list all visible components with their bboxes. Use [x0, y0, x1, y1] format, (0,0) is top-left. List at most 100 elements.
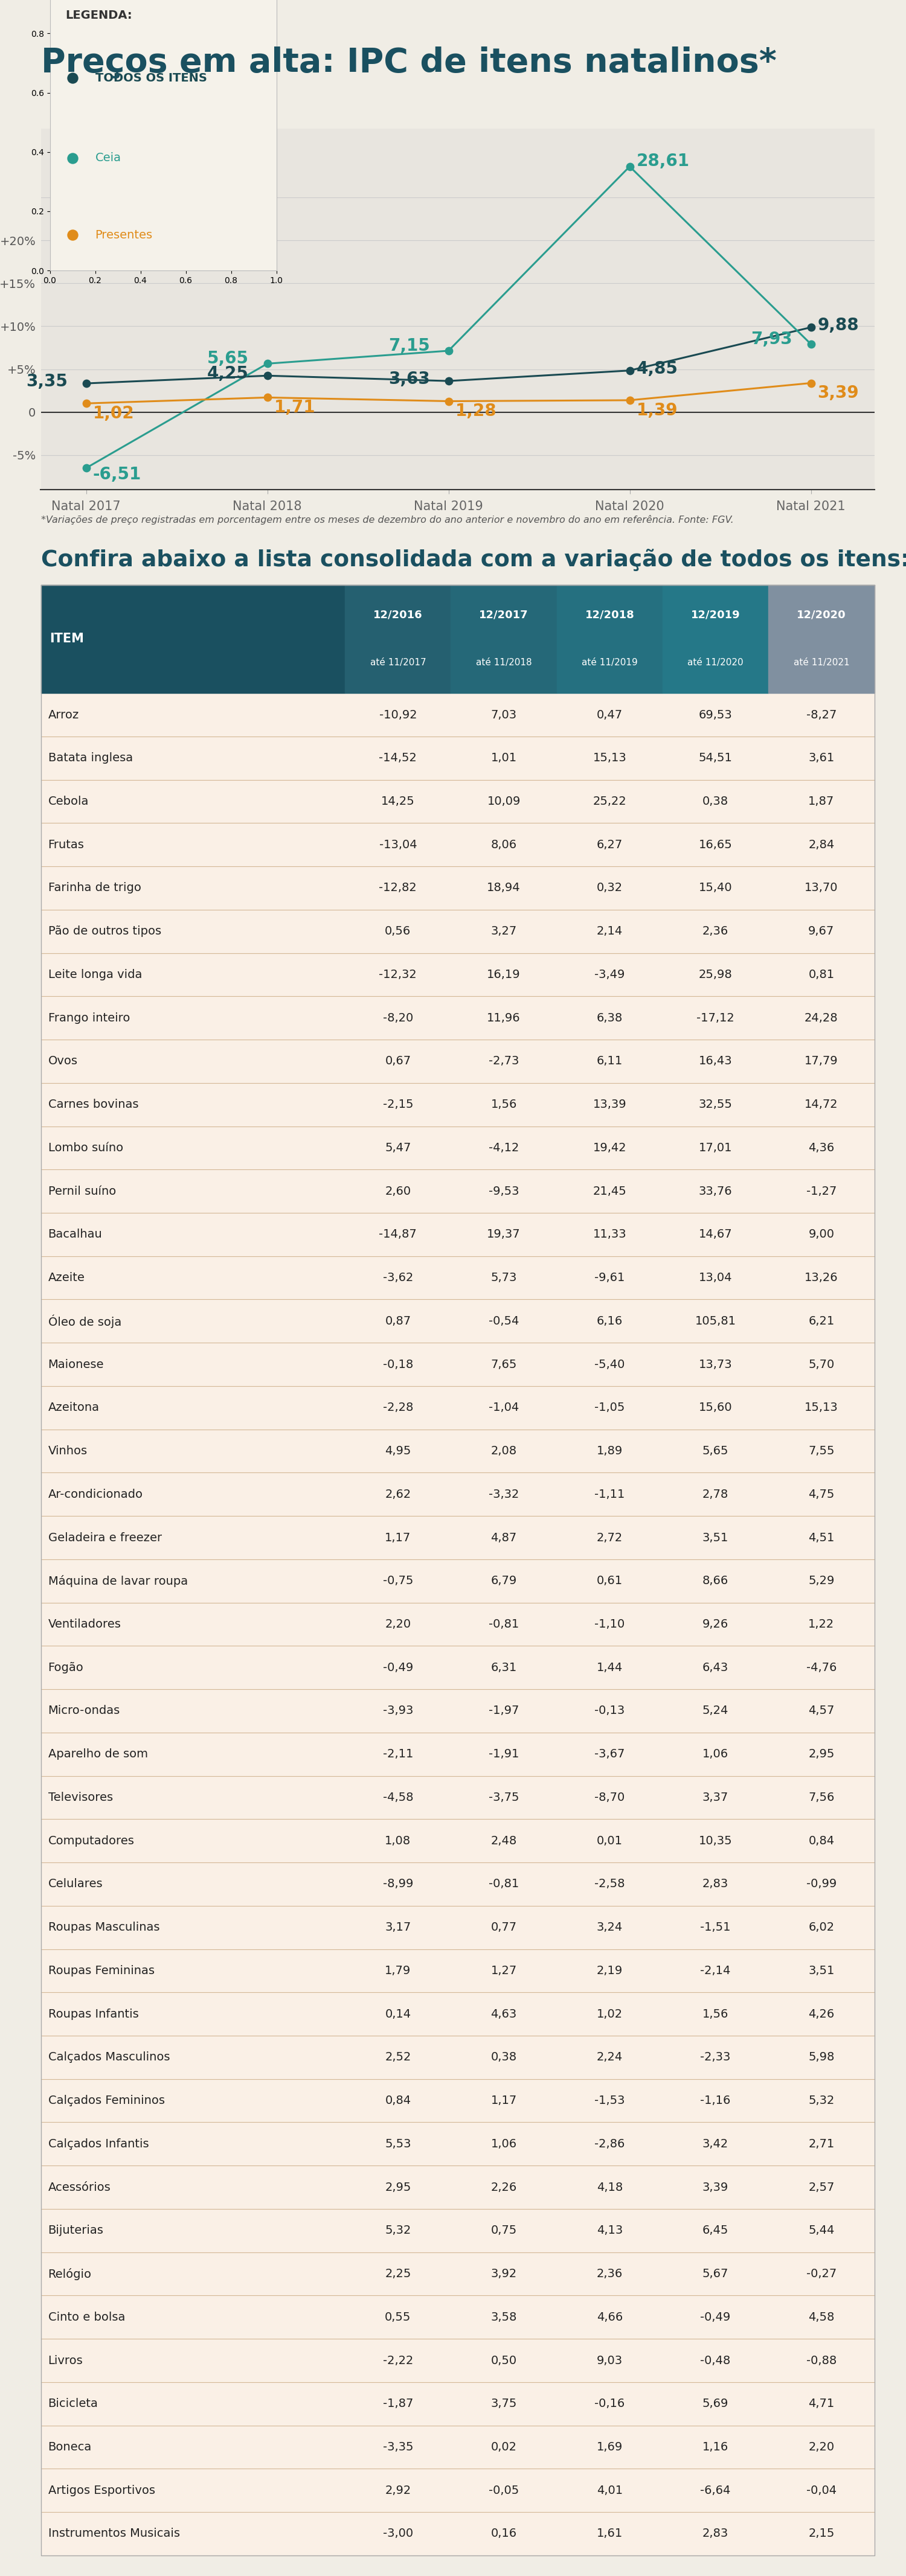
Text: 2,83: 2,83 — [702, 2527, 728, 2540]
Text: 6,16: 6,16 — [596, 1316, 622, 1327]
Text: 12/2020: 12/2020 — [796, 611, 846, 621]
Text: -2,28: -2,28 — [382, 1401, 413, 1414]
Text: 5,32: 5,32 — [385, 2226, 411, 2236]
Text: 5,24: 5,24 — [702, 1705, 728, 1716]
Text: Livros: Livros — [48, 2354, 83, 2367]
Text: 2,52: 2,52 — [385, 2050, 411, 2063]
Text: 4,95: 4,95 — [385, 1445, 411, 1458]
Text: 3,39: 3,39 — [702, 2182, 728, 2192]
Text: 4,51: 4,51 — [808, 1533, 834, 1543]
Text: Bacalhau: Bacalhau — [48, 1229, 102, 1239]
Point — [441, 330, 456, 371]
Text: 2,92: 2,92 — [385, 2486, 411, 2496]
Text: -14,87: -14,87 — [379, 1229, 417, 1239]
Text: 12/2018: 12/2018 — [585, 611, 634, 621]
Text: -9,61: -9,61 — [594, 1273, 625, 1283]
Text: Azeitona: Azeitona — [48, 1401, 100, 1414]
Text: Bijuterias: Bijuterias — [48, 2226, 103, 2236]
Text: 4,36: 4,36 — [808, 1141, 834, 1154]
Text: 3,24: 3,24 — [596, 1922, 622, 1932]
Text: Batata inglesa: Batata inglesa — [48, 752, 132, 765]
Text: Calçados Infantis: Calçados Infantis — [48, 2138, 149, 2151]
Text: -1,51: -1,51 — [700, 1922, 731, 1932]
Text: 5,53: 5,53 — [385, 2138, 411, 2151]
Text: Aparelho de som: Aparelho de som — [48, 1749, 148, 1759]
Text: Cebola: Cebola — [48, 796, 89, 806]
Text: 5,70: 5,70 — [808, 1358, 834, 1370]
Text: 13,04: 13,04 — [699, 1273, 732, 1283]
Text: Arroz: Arroz — [48, 708, 79, 721]
Text: -0,27: -0,27 — [806, 2267, 836, 2280]
Text: 105,81: 105,81 — [695, 1316, 736, 1327]
Text: 0,16: 0,16 — [491, 2527, 516, 2540]
Text: até 11/2017: até 11/2017 — [370, 659, 426, 667]
Text: 16,65: 16,65 — [699, 840, 732, 850]
Text: 6,02: 6,02 — [808, 1922, 834, 1932]
Text: 4,85: 4,85 — [636, 361, 678, 376]
Text: -3,93: -3,93 — [382, 1705, 413, 1716]
Text: 33,76: 33,76 — [699, 1185, 732, 1198]
Text: 2,36: 2,36 — [702, 925, 728, 938]
Text: 10,35: 10,35 — [699, 1834, 732, 1847]
Text: 4,18: 4,18 — [596, 2182, 622, 2192]
Text: 1,01: 1,01 — [491, 752, 516, 765]
Text: 7,15: 7,15 — [389, 337, 430, 353]
Text: -3,35: -3,35 — [382, 2442, 413, 2452]
Text: 4,66: 4,66 — [596, 2311, 622, 2324]
Text: Leite longa vida: Leite longa vida — [48, 969, 142, 981]
Text: -0,54: -0,54 — [488, 1316, 519, 1327]
Text: 4,63: 4,63 — [491, 2009, 516, 2020]
Point — [804, 363, 818, 404]
Text: -1,10: -1,10 — [594, 1618, 625, 1631]
Text: 2,20: 2,20 — [385, 1618, 411, 1631]
Text: 17,01: 17,01 — [699, 1141, 732, 1154]
Text: -0,99: -0,99 — [806, 1878, 836, 1891]
Text: -2,14: -2,14 — [700, 1965, 731, 1976]
Text: 2,95: 2,95 — [808, 1749, 834, 1759]
Text: 25,22: 25,22 — [593, 796, 626, 806]
Text: 4,71: 4,71 — [808, 2398, 834, 2409]
Text: 32,55: 32,55 — [699, 1100, 732, 1110]
Text: -0,05: -0,05 — [488, 2486, 519, 2496]
Text: 1,71: 1,71 — [274, 399, 315, 415]
Text: -1,87: -1,87 — [382, 2398, 413, 2409]
Text: 15,13: 15,13 — [805, 1401, 838, 1414]
Text: 1,17: 1,17 — [385, 1533, 411, 1543]
Text: 11,96: 11,96 — [487, 1012, 521, 1023]
Point — [441, 381, 456, 422]
Text: 0,87: 0,87 — [385, 1316, 411, 1327]
Text: 14,25: 14,25 — [381, 796, 415, 806]
Text: 3,51: 3,51 — [808, 1965, 834, 1976]
Text: 5,73: 5,73 — [491, 1273, 517, 1283]
Text: 2,36: 2,36 — [596, 2267, 622, 2280]
Text: -3,00: -3,00 — [383, 2527, 413, 2540]
Text: -3,67: -3,67 — [594, 1749, 625, 1759]
Text: 3,42: 3,42 — [702, 2138, 728, 2151]
Text: 1,02: 1,02 — [92, 404, 134, 422]
Text: 2,19: 2,19 — [596, 1965, 622, 1976]
Text: Frutas: Frutas — [48, 840, 84, 850]
Point — [804, 307, 818, 348]
Text: 10,09: 10,09 — [487, 796, 521, 806]
Text: -6,51: -6,51 — [92, 466, 141, 484]
Text: 15,60: 15,60 — [699, 1401, 732, 1414]
Text: -1,05: -1,05 — [594, 1401, 625, 1414]
Text: 12/2016: 12/2016 — [373, 611, 422, 621]
Text: -2,11: -2,11 — [382, 1749, 413, 1759]
Text: 3,17: 3,17 — [385, 1922, 411, 1932]
Text: 4,25: 4,25 — [207, 366, 249, 381]
Text: -2,86: -2,86 — [594, 2138, 625, 2151]
Text: 2,20: 2,20 — [808, 2442, 834, 2452]
Text: 2,08: 2,08 — [491, 1445, 516, 1458]
Text: Confira abaixo a lista consolidada com a variação de todos os itens:: Confira abaixo a lista consolidada com a… — [41, 549, 906, 572]
Text: LEGENDA:: LEGENDA: — [65, 10, 132, 21]
Text: 4,87: 4,87 — [491, 1533, 516, 1543]
Text: 1,06: 1,06 — [702, 1749, 728, 1759]
Text: 0,56: 0,56 — [385, 925, 411, 938]
Point — [65, 214, 80, 255]
Text: 1,27: 1,27 — [491, 1965, 516, 1976]
Text: 3,35: 3,35 — [26, 374, 68, 389]
Text: Pão de outros tipos: Pão de outros tipos — [48, 925, 161, 938]
Text: -1,91: -1,91 — [488, 1749, 519, 1759]
Text: Fogão: Fogão — [48, 1662, 83, 1674]
